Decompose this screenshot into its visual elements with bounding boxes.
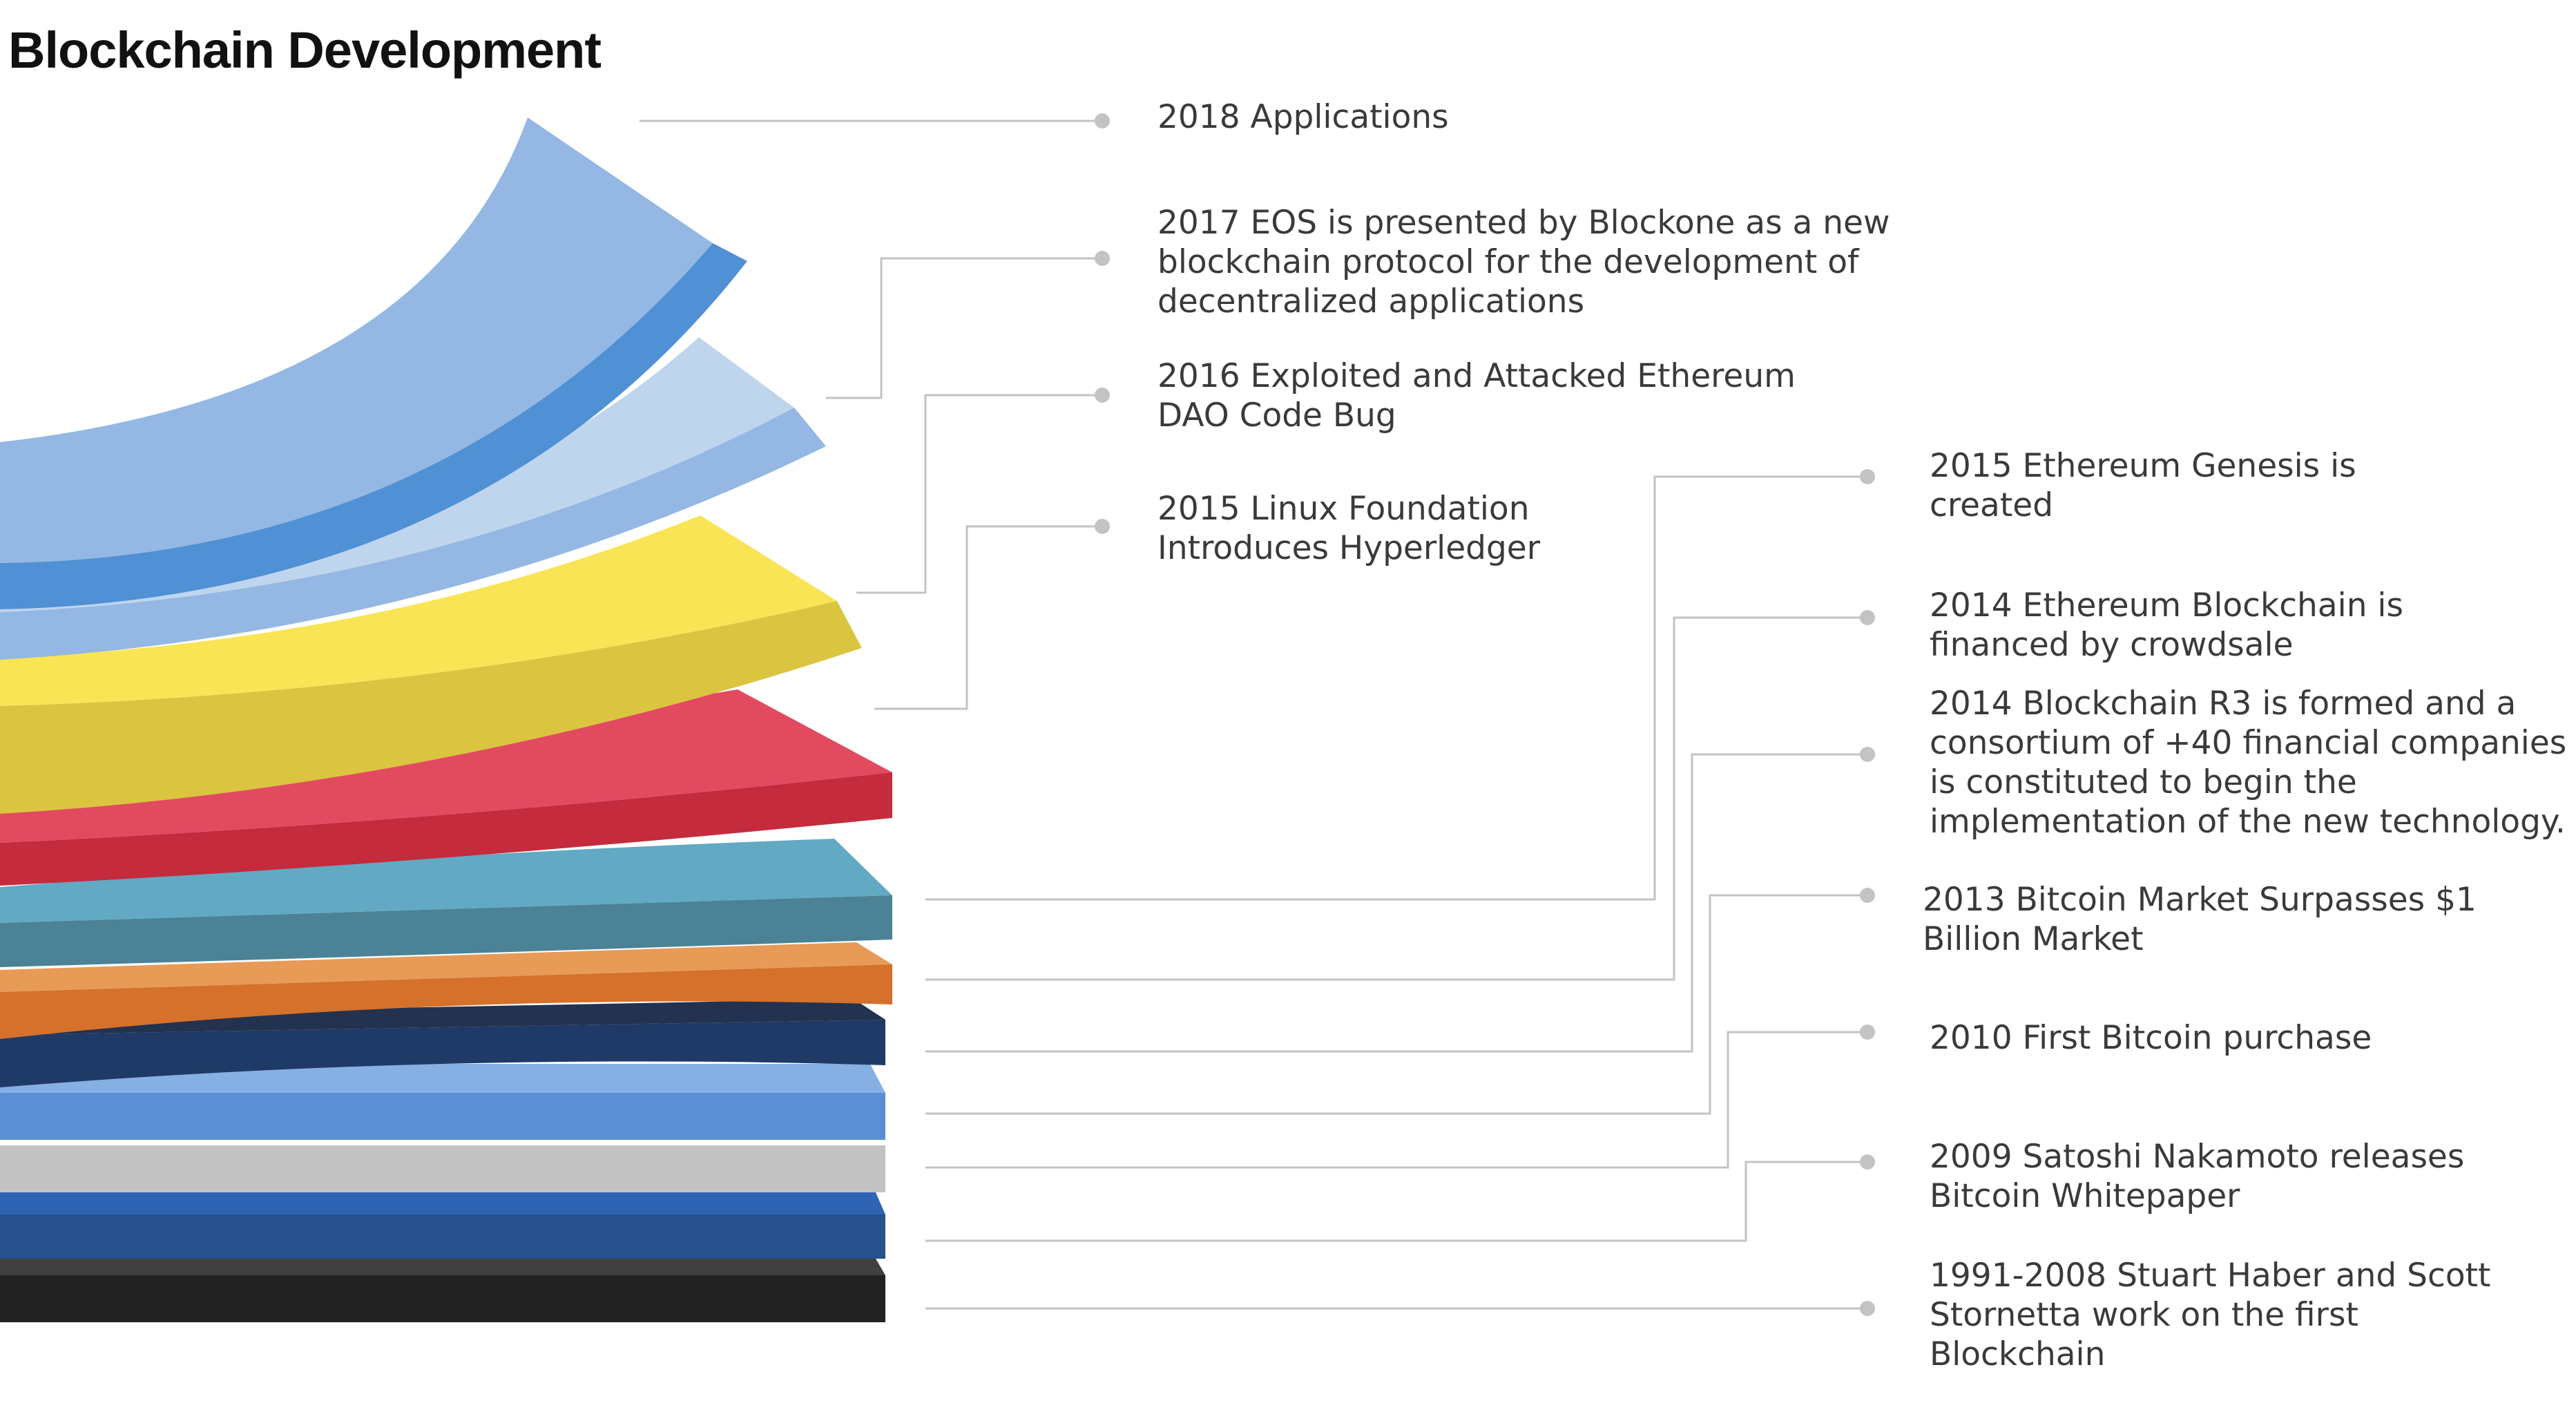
connector-dot-4 [1860, 469, 1875, 484]
milestone-label-7: 2013 Bitcoin Market Surpasses $1 Billion … [1923, 881, 2477, 958]
milestone-label-line: financed by crowdsale [1930, 626, 2294, 664]
milestone-label-line: Introduces Hyperledger [1157, 529, 1541, 567]
milestone-label-4: 2015 Ethereum Genesis is created [1930, 447, 2356, 524]
milestone-label-10: 1991-2008 Stuart Haber and Scott Stornett… [1930, 1257, 2490, 1373]
connector-dot-7 [1860, 888, 1875, 903]
layer-navy-top [0, 1192, 885, 1214]
layer-black-top [0, 1259, 885, 1275]
layer-teal-front [0, 895, 892, 967]
milestone-label-line: consortium of +40 financial companies [1930, 724, 2566, 762]
milestone-label-3: 2015 Linux Foundation Introduces Hyperled… [1157, 490, 1541, 567]
layer-red-front [0, 772, 892, 886]
milestone-label-line: Stornetta work on the first [1930, 1296, 2358, 1334]
milestone-label-line: Billion Market [1923, 920, 2144, 958]
milestone-label-line: Bitcoin Whitepaper [1930, 1177, 2240, 1215]
milestone-label-line: 2013 Bitcoin Market Surpasses $1 [1923, 881, 2477, 919]
layer-orange-top [0, 942, 892, 992]
connector-dot-0 [1095, 113, 1110, 128]
layer-gray [0, 1145, 885, 1192]
milestone-label-line: 1991-2008 Stuart Haber and Scott [1930, 1257, 2490, 1295]
connector-dot-10 [1860, 1301, 1875, 1316]
layer-lightblue-top [0, 117, 713, 563]
milestone-label-1: 2017 EOS is presented by Blockone as a n… [1157, 204, 1890, 321]
connector-dot-9 [1860, 1154, 1875, 1170]
connector-line-8 [925, 1031, 1867, 1169]
milestone-label-line: 2015 Ethereum Genesis is [1930, 447, 2356, 485]
layer-orange-front [0, 964, 892, 1039]
milestone-label-line: 2016 Exploited and Attacked Ethereum [1157, 357, 1796, 395]
connector-line-3 [874, 525, 1102, 710]
milestone-label-line: 2014 Blockchain R3 is formed and a [1930, 685, 2516, 723]
milestone-label-line: 2014 Ethereum Blockchain is [1930, 587, 2403, 625]
milestone-label-line: 2010 First Bitcoin purchase [1930, 1019, 2372, 1057]
milestone-label-line: 2018 Applications [1157, 98, 1449, 136]
milestone-label-line: 2015 Linux Foundation [1157, 490, 1529, 528]
milestone-label-line: blockchain protocol for the development … [1157, 243, 1860, 281]
connector-line-9 [925, 1161, 1867, 1242]
milestone-label-6: 2014 Blockchain R3 is formed and a consor… [1930, 685, 2566, 841]
connector-line-2 [856, 394, 1102, 594]
milestone-label-line: created [1930, 486, 2053, 524]
milestone-label-5: 2014 Ethereum Blockchain is financed by c… [1930, 587, 2403, 664]
milestone-label-line: implementation of the new technology. [1930, 803, 2566, 841]
connector-dot-5 [1860, 610, 1875, 625]
connector-line-1 [826, 257, 1102, 399]
layer-navy-front [0, 1214, 885, 1259]
milestone-label-line: DAO Code Bug [1157, 397, 1396, 435]
layer-yellow-front [0, 601, 862, 814]
page-title: Blockchain Development [8, 21, 602, 79]
layer-black-front [0, 1275, 885, 1322]
layer-lightblue-front [0, 243, 747, 609]
connector-dot-8 [1860, 1024, 1875, 1040]
connector-dot-1 [1095, 251, 1110, 266]
connector-line-6 [925, 753, 1867, 1053]
milestone-label-line: 2009 Satoshi Nakamoto releases [1930, 1138, 2464, 1176]
milestone-label-line: is constituted to begin the [1930, 763, 2357, 801]
layer-darknavy-front [0, 1020, 885, 1087]
layer-red-top [0, 689, 892, 843]
connector-line-7 [925, 894, 1867, 1115]
layer-blue-front [0, 1093, 885, 1140]
milestone-label-8: 2010 First Bitcoin purchase [1930, 1019, 2372, 1057]
connector-dot-2 [1095, 388, 1110, 403]
layer-yellow-top [0, 515, 837, 706]
milestone-label-line: decentralized applications [1157, 283, 1584, 321]
layer-paleblue-front [0, 408, 826, 660]
milestone-label-9: 2009 Satoshi Nakamoto releases Bitcoin Wh… [1930, 1138, 2464, 1215]
milestone-label-0: 2018 Applications [1157, 98, 1449, 136]
layer-teal-top [0, 839, 892, 923]
layer-darknavy-top [0, 999, 885, 1035]
connector-dot-6 [1860, 747, 1875, 762]
layer-stack [0, 117, 892, 1322]
milestone-label-2: 2016 Exploited and Attacked Ethereum DAO … [1157, 357, 1796, 435]
connector-dot-3 [1095, 519, 1110, 534]
milestone-labels: 2018 Applications 2017 EOS is presented b… [1157, 98, 2566, 1373]
milestone-label-line: Blockchain [1930, 1335, 2105, 1373]
connector-lines [640, 113, 1875, 1316]
connector-line-4 [925, 475, 1867, 901]
milestone-label-line: 2017 EOS is presented by Blockone as a n… [1157, 204, 1890, 242]
connector-line-5 [925, 616, 1867, 981]
